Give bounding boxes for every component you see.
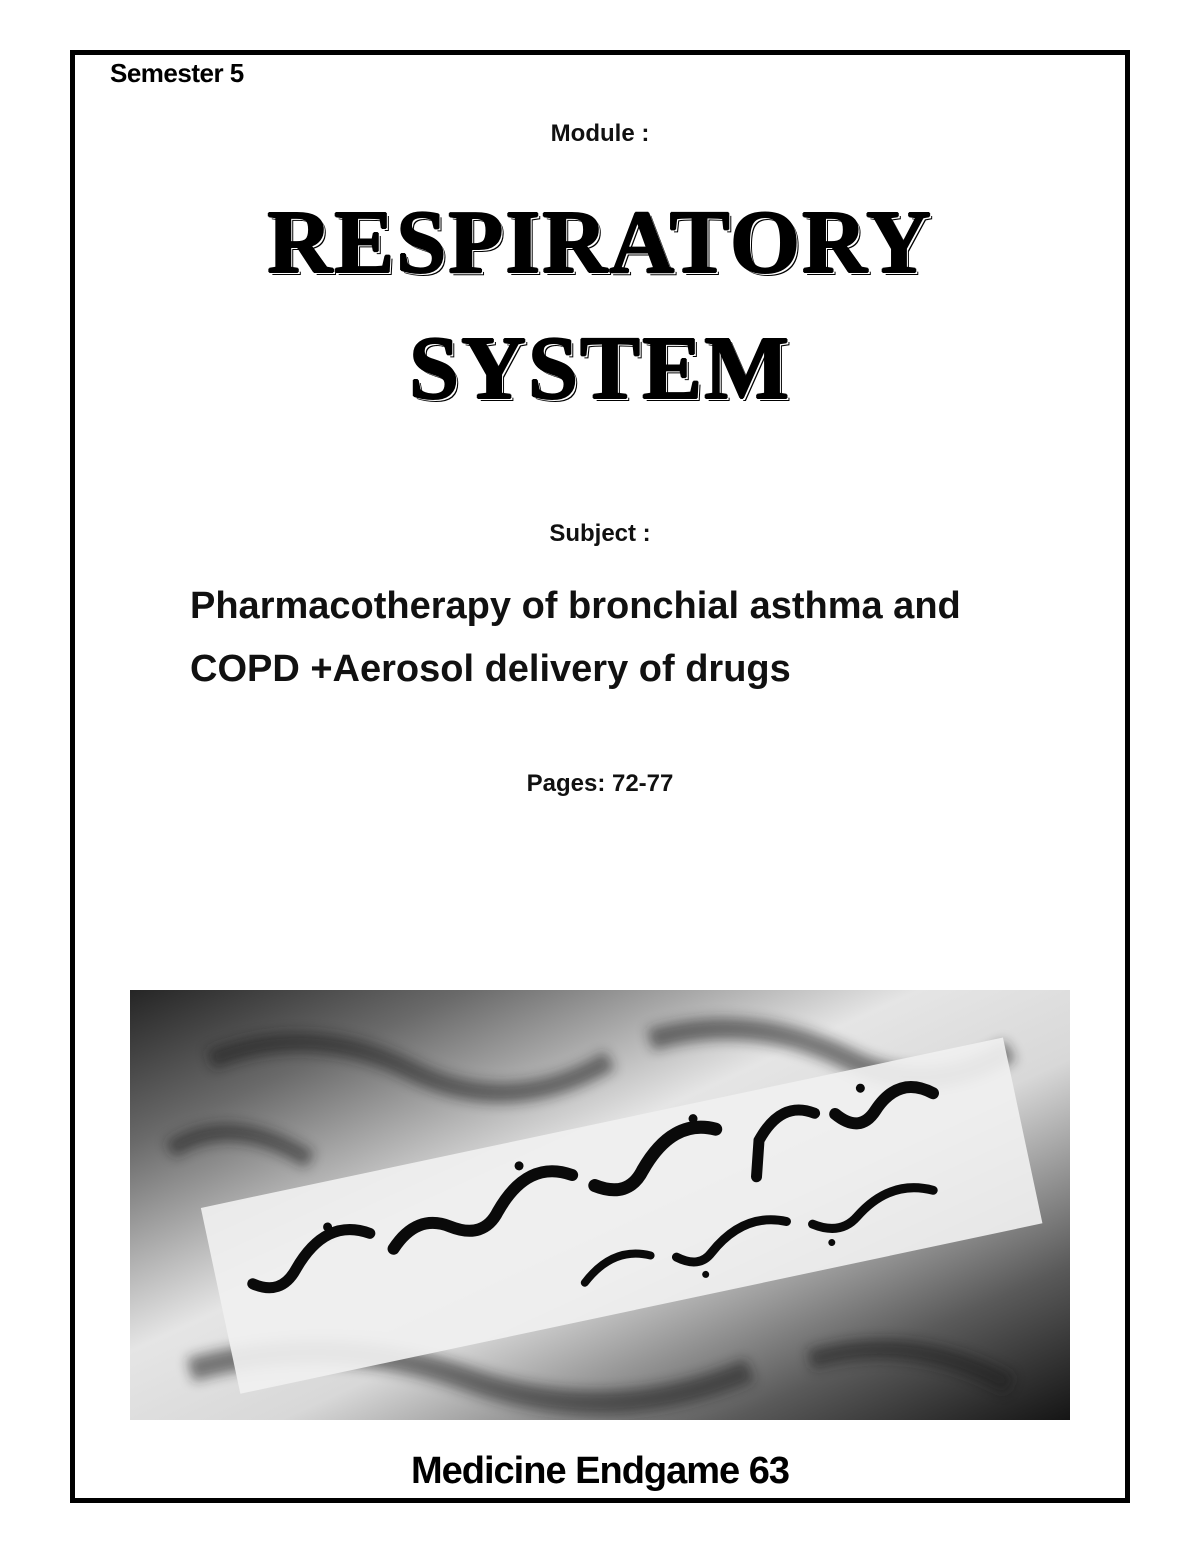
module-label: Module : [0,120,1200,148]
calligraphy-image [130,990,1070,1420]
module-title: RESPIRATORY SYSTEM [0,180,1200,432]
pages-label: Pages: 72-77 [0,770,1200,798]
semester-label: Semester 5 [110,58,244,89]
footer-text: Medicine Endgame 63 [0,1450,1200,1493]
module-title-line1: RESPIRATORY [0,180,1200,306]
subject-label: Subject : [0,520,1200,548]
module-title-line2: SYSTEM [0,306,1200,432]
subject-text: Pharmacotherapy of bronchial asthma and … [190,575,1060,700]
